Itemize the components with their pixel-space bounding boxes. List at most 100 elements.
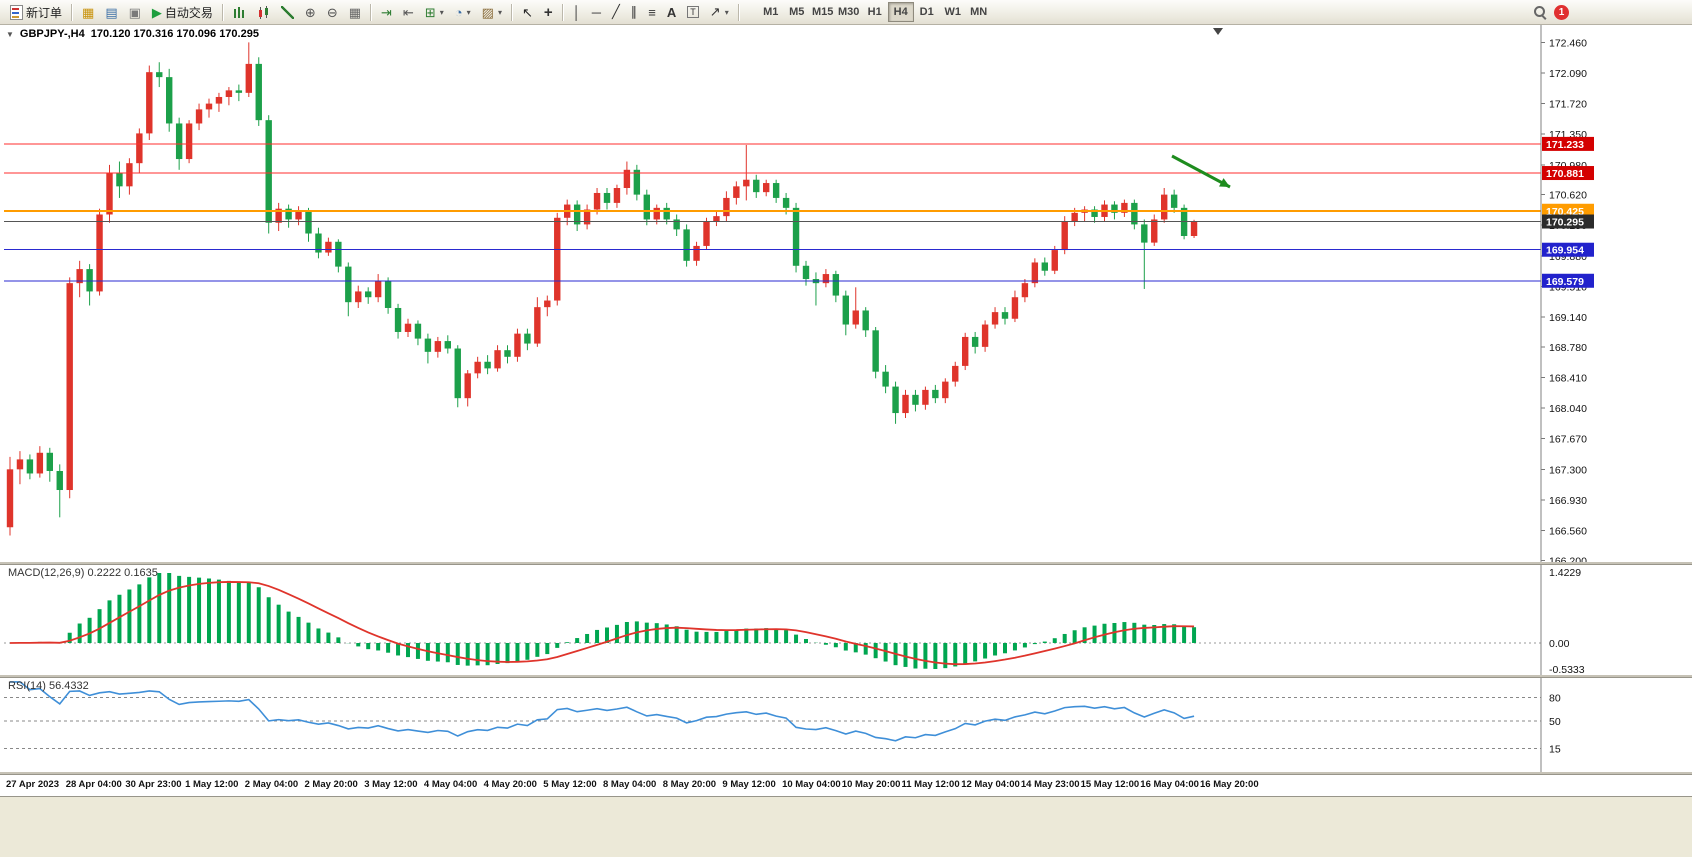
candle: [36, 452, 44, 474]
time-axis-label: 3 May 12:00: [364, 779, 418, 790]
price-line-label: [1542, 214, 1594, 229]
candle: [782, 197, 790, 208]
line-chart-button[interactable]: [276, 2, 299, 22]
cursor-button[interactable]: ↖: [517, 2, 538, 22]
time-axis-label: 5 May 12:00: [543, 779, 597, 790]
template-icon: ▨: [481, 4, 494, 20]
data-window-button[interactable]: ▤: [100, 2, 122, 22]
toolbar-separator: [370, 3, 373, 21]
macd-panel[interactable]: 1.4229 0.00 -0.5333 MACD(12,26,9) 0.2222 0…: [0, 565, 1692, 675]
chevron-down-icon: ▾: [439, 7, 444, 17]
new-chart-button[interactable]: ⊞ ▾: [420, 2, 449, 22]
price-axis-label: 168.410: [1549, 372, 1587, 384]
price-axis-label: 171.720: [1549, 99, 1587, 111]
arrows-button[interactable]: ↗ ▾: [705, 2, 734, 22]
rsi-panel[interactable]: 80 50 15 RSI(14) 56.4332: [0, 678, 1692, 772]
zoom-in-icon: ⊕: [304, 4, 316, 20]
macd-label-row: MACD(12,26,9) 0.2222 0.1635: [8, 567, 158, 579]
panel-splitter[interactable]: [0, 675, 1692, 678]
notification-badge[interactable]: 1: [1554, 4, 1569, 20]
text-label-icon: T: [687, 6, 699, 18]
price-axis-label: 167.300: [1549, 464, 1587, 476]
timeframe-m5-button[interactable]: M5: [784, 2, 810, 22]
candle: [1131, 202, 1138, 225]
candle: [922, 389, 929, 405]
price-axis-label: 167.670: [1549, 434, 1587, 446]
timeframe-m15-button[interactable]: M15: [810, 2, 836, 22]
chart-shift-marker[interactable]: [1213, 28, 1223, 35]
panel-splitter[interactable]: [0, 772, 1692, 775]
timeframe-m1-button[interactable]: M1: [758, 2, 784, 22]
fibonacci-icon: ≡: [648, 4, 656, 20]
auto-scroll-button[interactable]: ⇥: [376, 2, 397, 22]
fibonacci-button[interactable]: ≡: [643, 2, 661, 22]
market-watch-button[interactable]: ▦: [77, 2, 99, 22]
candle: [26, 459, 34, 474]
time-axis-label: 11 May 12:00: [901, 779, 960, 790]
candle: [991, 312, 999, 325]
period-button[interactable]: ◔ ▾: [450, 2, 476, 22]
channel-icon: ∥: [630, 4, 638, 19]
candle: [255, 63, 262, 121]
main-chart-panel[interactable]: 172.460 172.090 171.720 171.350 170.980 170.6…: [0, 25, 1692, 562]
crosshair-button[interactable]: +: [539, 2, 558, 22]
candlestick-chart-button[interactable]: [252, 2, 275, 22]
candle: [1051, 250, 1058, 271]
time-axis[interactable]: 27 Apr 2023 28 Apr 04:00 30 Apr 23:00 1 May…: [0, 775, 1692, 797]
timeframe-h1-button[interactable]: H1: [862, 2, 888, 22]
tile-windows-icon: ▦: [348, 4, 362, 20]
candle: [733, 186, 740, 198]
candle: [185, 123, 193, 160]
candle: [1151, 219, 1158, 243]
chart-shift-button[interactable]: ⇤: [398, 2, 419, 22]
timeframe-m30-button[interactable]: M30: [836, 2, 862, 22]
candle: [713, 216, 720, 222]
channel-button[interactable]: ∥: [626, 2, 643, 22]
vertical-line-button[interactable]: │: [568, 2, 586, 22]
candle: [743, 179, 750, 187]
collapse-icon[interactable]: ▼: [6, 29, 14, 39]
auto-trading-button[interactable]: ▶ 自动交易: [147, 2, 218, 22]
text-label-button[interactable]: T: [682, 2, 704, 22]
template-button[interactable]: ▨ ▾: [477, 2, 507, 22]
arrow-icon: ↗: [709, 4, 721, 19]
toolbar-separator: [737, 3, 740, 21]
search-icon[interactable]: [1532, 4, 1548, 20]
price-line-label: [1542, 136, 1594, 151]
bar-chart-button[interactable]: [228, 2, 251, 22]
text-button[interactable]: A: [662, 2, 681, 22]
navigator-button[interactable]: ▣: [124, 2, 146, 22]
horizontal-line-button[interactable]: ─: [587, 2, 606, 22]
candle: [971, 336, 979, 347]
rsi-value: 56.4332: [48, 680, 89, 692]
timeframe-h4-button[interactable]: H4: [887, 2, 914, 22]
candle: [404, 323, 412, 332]
candle: [524, 333, 531, 344]
svg-text:169.579: 169.579: [1546, 276, 1584, 288]
price-axis-label: 168.780: [1549, 342, 1587, 354]
candle: [305, 211, 312, 234]
new-chart-icon: ⊞: [424, 4, 436, 20]
candle: [703, 221, 710, 246]
timeframe-d1-button[interactable]: D1: [914, 2, 940, 22]
clock-icon: ◔: [454, 4, 463, 20]
text-icon: A: [666, 4, 677, 20]
panel-splitter[interactable]: [0, 562, 1692, 565]
time-axis-label: 10 May 20:00: [841, 779, 901, 790]
candle: [1121, 202, 1128, 213]
new-order-button[interactable]: 新订单: [5, 2, 67, 22]
trendline-button[interactable]: ╱: [607, 2, 625, 22]
price-axis-label: 166.560: [1549, 526, 1587, 538]
candle: [106, 173, 113, 215]
zoom-in-button[interactable]: ⊕: [300, 2, 321, 22]
timeframe-mn-button[interactable]: MN: [966, 2, 992, 22]
zoom-out-button[interactable]: ⊖: [322, 2, 343, 22]
timeframe-w1-button[interactable]: W1: [940, 2, 966, 22]
candle: [832, 274, 840, 296]
trend-arrow[interactable]: [1171, 154, 1231, 189]
candle: [802, 265, 810, 280]
tile-windows-button[interactable]: ▦: [344, 2, 366, 22]
candle: [653, 207, 660, 220]
time-axis-label: 15 May 12:00: [1080, 779, 1140, 790]
horizontal-line-icon: ─: [591, 4, 601, 20]
